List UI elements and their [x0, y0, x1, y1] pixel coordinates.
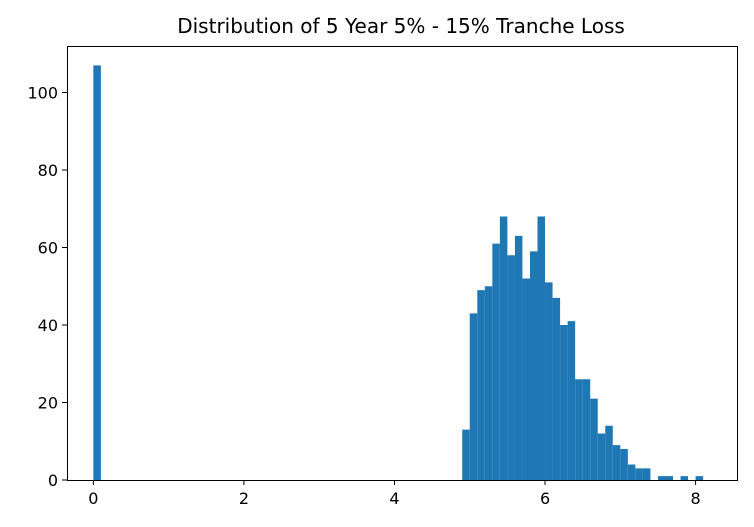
histogram-bar — [537, 216, 546, 480]
x-tick-label: 6 — [540, 489, 550, 508]
histogram-bar — [529, 251, 538, 480]
histogram-bar — [462, 429, 470, 480]
y-tick-label: 40 — [38, 316, 58, 335]
histogram-bar — [514, 235, 523, 480]
histogram-bar — [695, 476, 704, 480]
histogram-bar — [552, 297, 561, 480]
histogram-bar — [665, 476, 674, 480]
y-axis: 0 20 40 60 80 100 — [27, 84, 67, 490]
y-tick-label: 20 — [38, 394, 58, 413]
histogram-bar — [560, 325, 568, 480]
histogram-bar — [484, 286, 493, 480]
histogram-bar — [642, 468, 651, 480]
y-tick-label: 80 — [38, 161, 58, 180]
histogram-bar — [620, 449, 628, 480]
histogram-bar — [93, 65, 101, 480]
histogram-bar — [507, 255, 515, 480]
x-tick-label: 8 — [691, 489, 701, 508]
histogram-bars — [93, 65, 704, 480]
histogram-bar — [567, 321, 576, 480]
y-tick-label: 60 — [38, 239, 58, 258]
histogram-bar — [612, 445, 621, 480]
histogram-bar — [597, 433, 606, 480]
histogram-bar — [627, 464, 636, 480]
x-tick-label: 2 — [239, 489, 249, 508]
histogram-bar — [582, 379, 591, 480]
histogram-bar — [680, 476, 689, 480]
histogram-bar — [657, 476, 666, 480]
chart-title: Distribution of 5 Year 5% - 15% Tranche … — [177, 14, 625, 38]
histogram-bar — [499, 216, 508, 480]
plot-frame — [67, 46, 738, 481]
histogram-bar — [575, 379, 583, 480]
histogram-bar — [590, 398, 598, 480]
histogram-bar — [522, 278, 530, 480]
histogram-bar — [477, 290, 485, 480]
histogram-bar — [635, 468, 643, 480]
x-tick-label: 0 — [88, 489, 98, 508]
histogram-bar — [492, 243, 500, 480]
histogram-bar — [545, 282, 553, 480]
y-tick-label: 0 — [48, 471, 58, 490]
x-tick-label: 4 — [389, 489, 399, 508]
x-axis: 0 2 4 6 8 — [88, 480, 701, 508]
histogram-bar — [605, 425, 613, 480]
y-tick-label: 100 — [27, 84, 58, 103]
histogram-bar — [469, 313, 478, 480]
